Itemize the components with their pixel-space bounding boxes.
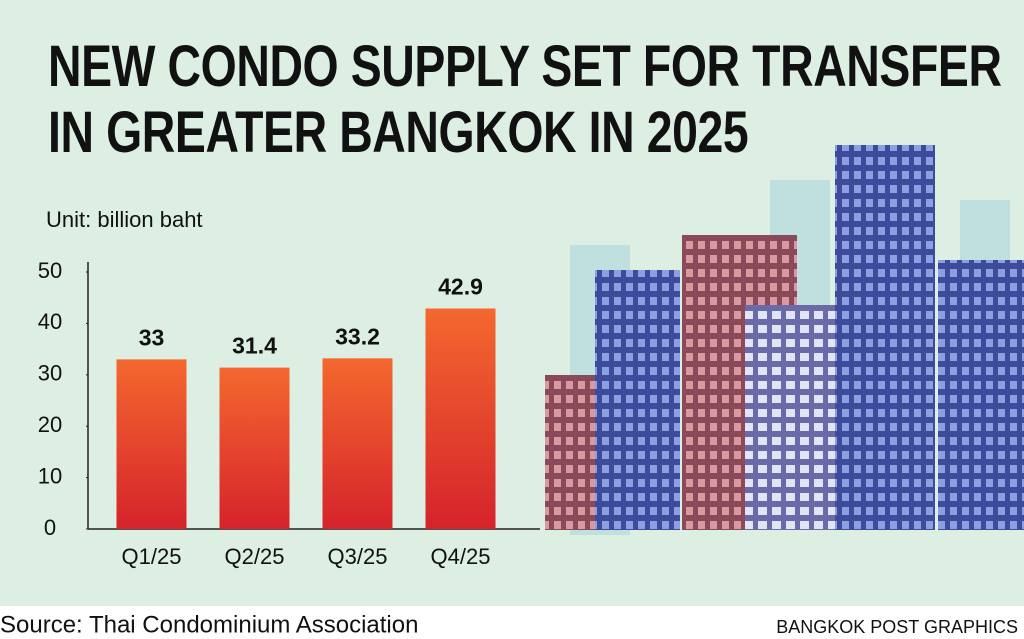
unit-label: Unit: billion baht — [46, 207, 203, 232]
credit: BANGKOK POST GRAPHICS — [776, 617, 1018, 637]
value-label: 33.2 — [335, 323, 380, 349]
x-tick-label: Q3/25 — [328, 544, 388, 569]
y-tick-label: 10 — [38, 463, 62, 488]
value-label: 33 — [139, 324, 165, 350]
x-tick-label: Q1/25 — [122, 544, 182, 569]
y-tick-label: 50 — [38, 258, 62, 283]
bar — [219, 367, 290, 529]
bar — [116, 359, 187, 529]
value-label: 42.9 — [438, 274, 483, 300]
y-tick-label: 40 — [38, 309, 62, 334]
city-illustration — [545, 145, 1024, 535]
bar — [425, 308, 496, 529]
bar — [322, 358, 393, 529]
source: Source: Thai Condominium Association — [0, 611, 418, 638]
y-tick-label: 0 — [44, 515, 56, 540]
x-tick-label: Q4/25 — [431, 544, 491, 569]
x-tick-label: Q2/25 — [225, 544, 285, 569]
y-tick-label: 20 — [38, 412, 62, 437]
y-tick-label: 30 — [38, 361, 62, 386]
value-label: 31.4 — [232, 333, 277, 359]
chart-title: NEW CONDO SUPPLY SET FOR TRANSFER IN GRE… — [48, 34, 1002, 165]
